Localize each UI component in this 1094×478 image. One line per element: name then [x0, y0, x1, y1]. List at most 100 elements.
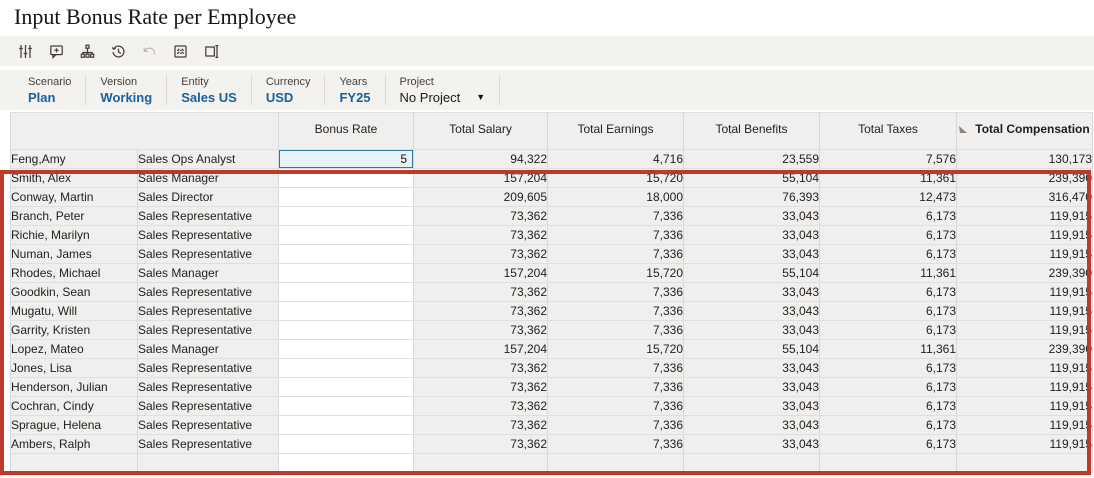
- table-row: Lopez, Mateo Sales Manager 157,204 15,72…: [10, 339, 1093, 359]
- total-salary-cell: 157,204: [413, 168, 548, 188]
- total-taxes-cell: 12,473: [819, 187, 957, 207]
- job-title-cell: Sales Representative: [137, 301, 279, 321]
- total-salary-cell: 73,362: [413, 282, 548, 302]
- bonus-rate-cell[interactable]: [278, 339, 414, 359]
- total-benefits-cell: 33,043: [683, 396, 820, 416]
- employee-name-cell: Mugatu, Will: [10, 301, 138, 321]
- total-earnings-cell: 7,336: [547, 434, 684, 454]
- employee-name-cell: Feng,Amy: [10, 149, 138, 169]
- pov-project[interactable]: Project No Project ▼: [400, 70, 500, 110]
- total-taxes-cell: 6,173: [819, 396, 957, 416]
- total-earnings-cell: 7,336: [547, 358, 684, 378]
- total-salary-cell: 73,362: [413, 358, 548, 378]
- job-title-cell: Sales Representative: [137, 396, 279, 416]
- employee-name-cell: Numan, James: [10, 244, 138, 264]
- bonus-rate-cell[interactable]: [278, 282, 414, 302]
- total-salary-cell: 157,204: [413, 339, 548, 359]
- pov-version[interactable]: Version Working: [100, 70, 166, 110]
- job-title-cell: Sales Manager: [137, 168, 279, 188]
- pov-divider: [499, 75, 501, 105]
- total-compensation-cell: 119,915: [956, 415, 1093, 435]
- job-title-cell: Sales Representative: [137, 282, 279, 302]
- table-row: Sprague, Helena Sales Representative 73,…: [10, 415, 1093, 435]
- bonus-rate-cell[interactable]: [278, 187, 414, 207]
- formula-indicator-icon: [959, 126, 968, 133]
- table-row: Branch, Peter Sales Representative 73,36…: [10, 206, 1093, 226]
- employee-name-cell: Cochran, Cindy: [10, 396, 138, 416]
- bonus-rate-cell[interactable]: [278, 453, 414, 473]
- adjust-sliders-icon[interactable]: [17, 43, 34, 60]
- pov-version-label: Version: [100, 75, 138, 88]
- chevron-down-icon[interactable]: ▼: [476, 91, 486, 102]
- bonus-rate-cell[interactable]: [278, 320, 414, 340]
- bonus-rate-cell[interactable]: [278, 415, 414, 435]
- employee-name-cell: Richie, Marilyn: [10, 225, 138, 245]
- open-window-icon[interactable]: [203, 43, 220, 60]
- add-comment-icon[interactable]: [48, 43, 65, 60]
- row-header-corner: [10, 112, 279, 150]
- total-compensation-cell: 119,915: [956, 206, 1093, 226]
- total-salary-cell: 73,362: [413, 244, 548, 264]
- total-compensation-cell: 316,470: [956, 187, 1093, 207]
- grid-icon[interactable]: [172, 43, 189, 60]
- total-benefits-cell: 33,043: [683, 320, 820, 340]
- total-taxes-cell: 6,173: [819, 377, 957, 397]
- pov-currency-label: Currency: [265, 75, 311, 88]
- bonus-rate-cell[interactable]: 5: [278, 149, 414, 169]
- bonus-rate-cell[interactable]: [278, 168, 414, 188]
- total-taxes-cell: 6,173: [819, 282, 957, 302]
- total-earnings-cell: 7,336: [547, 377, 684, 397]
- job-title-cell: Sales Representative: [137, 320, 279, 340]
- selected-cell-editor[interactable]: 5: [279, 150, 413, 168]
- bonus-rate-cell[interactable]: [278, 377, 414, 397]
- total-compensation-cell: 239,390: [956, 263, 1093, 283]
- pov-scenario[interactable]: Scenario Plan: [28, 70, 85, 110]
- column-header-total-taxes: Total Taxes: [819, 112, 957, 150]
- column-header-bonus-rate: Bonus Rate: [278, 112, 414, 150]
- pov-band: [0, 70, 1094, 110]
- pov-divider: [384, 75, 386, 105]
- total-taxes-cell: 6,173: [819, 225, 957, 245]
- job-title-cell: Sales Representative: [137, 377, 279, 397]
- bonus-rate-cell[interactable]: [278, 434, 414, 454]
- bonus-rate-cell[interactable]: [278, 206, 414, 226]
- job-title-cell: Sales Representative: [137, 415, 279, 435]
- pov-years[interactable]: Years FY25: [339, 70, 384, 110]
- total-earnings-cell: 7,336: [547, 282, 684, 302]
- table-row: Garrity, Kristen Sales Representative 73…: [10, 320, 1093, 340]
- pov-years-value: FY25: [339, 89, 371, 105]
- bonus-rate-cell[interactable]: [278, 358, 414, 378]
- total-salary-cell: 73,362: [413, 206, 548, 226]
- pov-divider: [85, 75, 87, 105]
- hierarchy-icon[interactable]: [79, 43, 96, 60]
- employee-name-cell: Smith, Alex: [10, 168, 138, 188]
- total-compensation-cell: 119,915: [956, 358, 1093, 378]
- bonus-rate-cell[interactable]: [278, 244, 414, 264]
- job-title-cell: Sales Representative: [137, 244, 279, 264]
- undo-icon: [141, 43, 158, 60]
- total-earnings-cell: 7,336: [547, 206, 684, 226]
- total-compensation-cell: 239,390: [956, 339, 1093, 359]
- column-header-total-salary: Total Salary: [413, 112, 548, 150]
- bonus-rate-cell[interactable]: [278, 225, 414, 245]
- total-salary-cell: 73,362: [413, 396, 548, 416]
- pov-entity[interactable]: Entity Sales US: [181, 70, 251, 110]
- history-icon[interactable]: [110, 43, 127, 60]
- total-benefits-cell: 55,104: [683, 263, 820, 283]
- total-salary-cell: 209,605: [413, 187, 548, 207]
- total-earnings-cell: 15,720: [547, 168, 684, 188]
- job-title-cell: Sales Ops Analyst: [137, 149, 279, 169]
- bonus-rate-cell[interactable]: [278, 301, 414, 321]
- employee-name-cell: Goodkin, Sean: [10, 282, 138, 302]
- total-taxes-cell: 11,361: [819, 263, 957, 283]
- total-taxes-cell: 6,173: [819, 358, 957, 378]
- table-row: Richie, Marilyn Sales Representative 73,…: [10, 225, 1093, 245]
- bonus-rate-cell[interactable]: [278, 263, 414, 283]
- pov-currency[interactable]: Currency USD: [266, 70, 325, 110]
- total-benefits-cell: 23,559: [683, 149, 820, 169]
- bonus-rate-cell[interactable]: [278, 396, 414, 416]
- table-row: Feng,Amy Sales Ops Analyst 5 94,322 4,71…: [10, 149, 1093, 169]
- total-benefits-cell: 76,393: [683, 187, 820, 207]
- total-salary-cell: 73,362: [413, 301, 548, 321]
